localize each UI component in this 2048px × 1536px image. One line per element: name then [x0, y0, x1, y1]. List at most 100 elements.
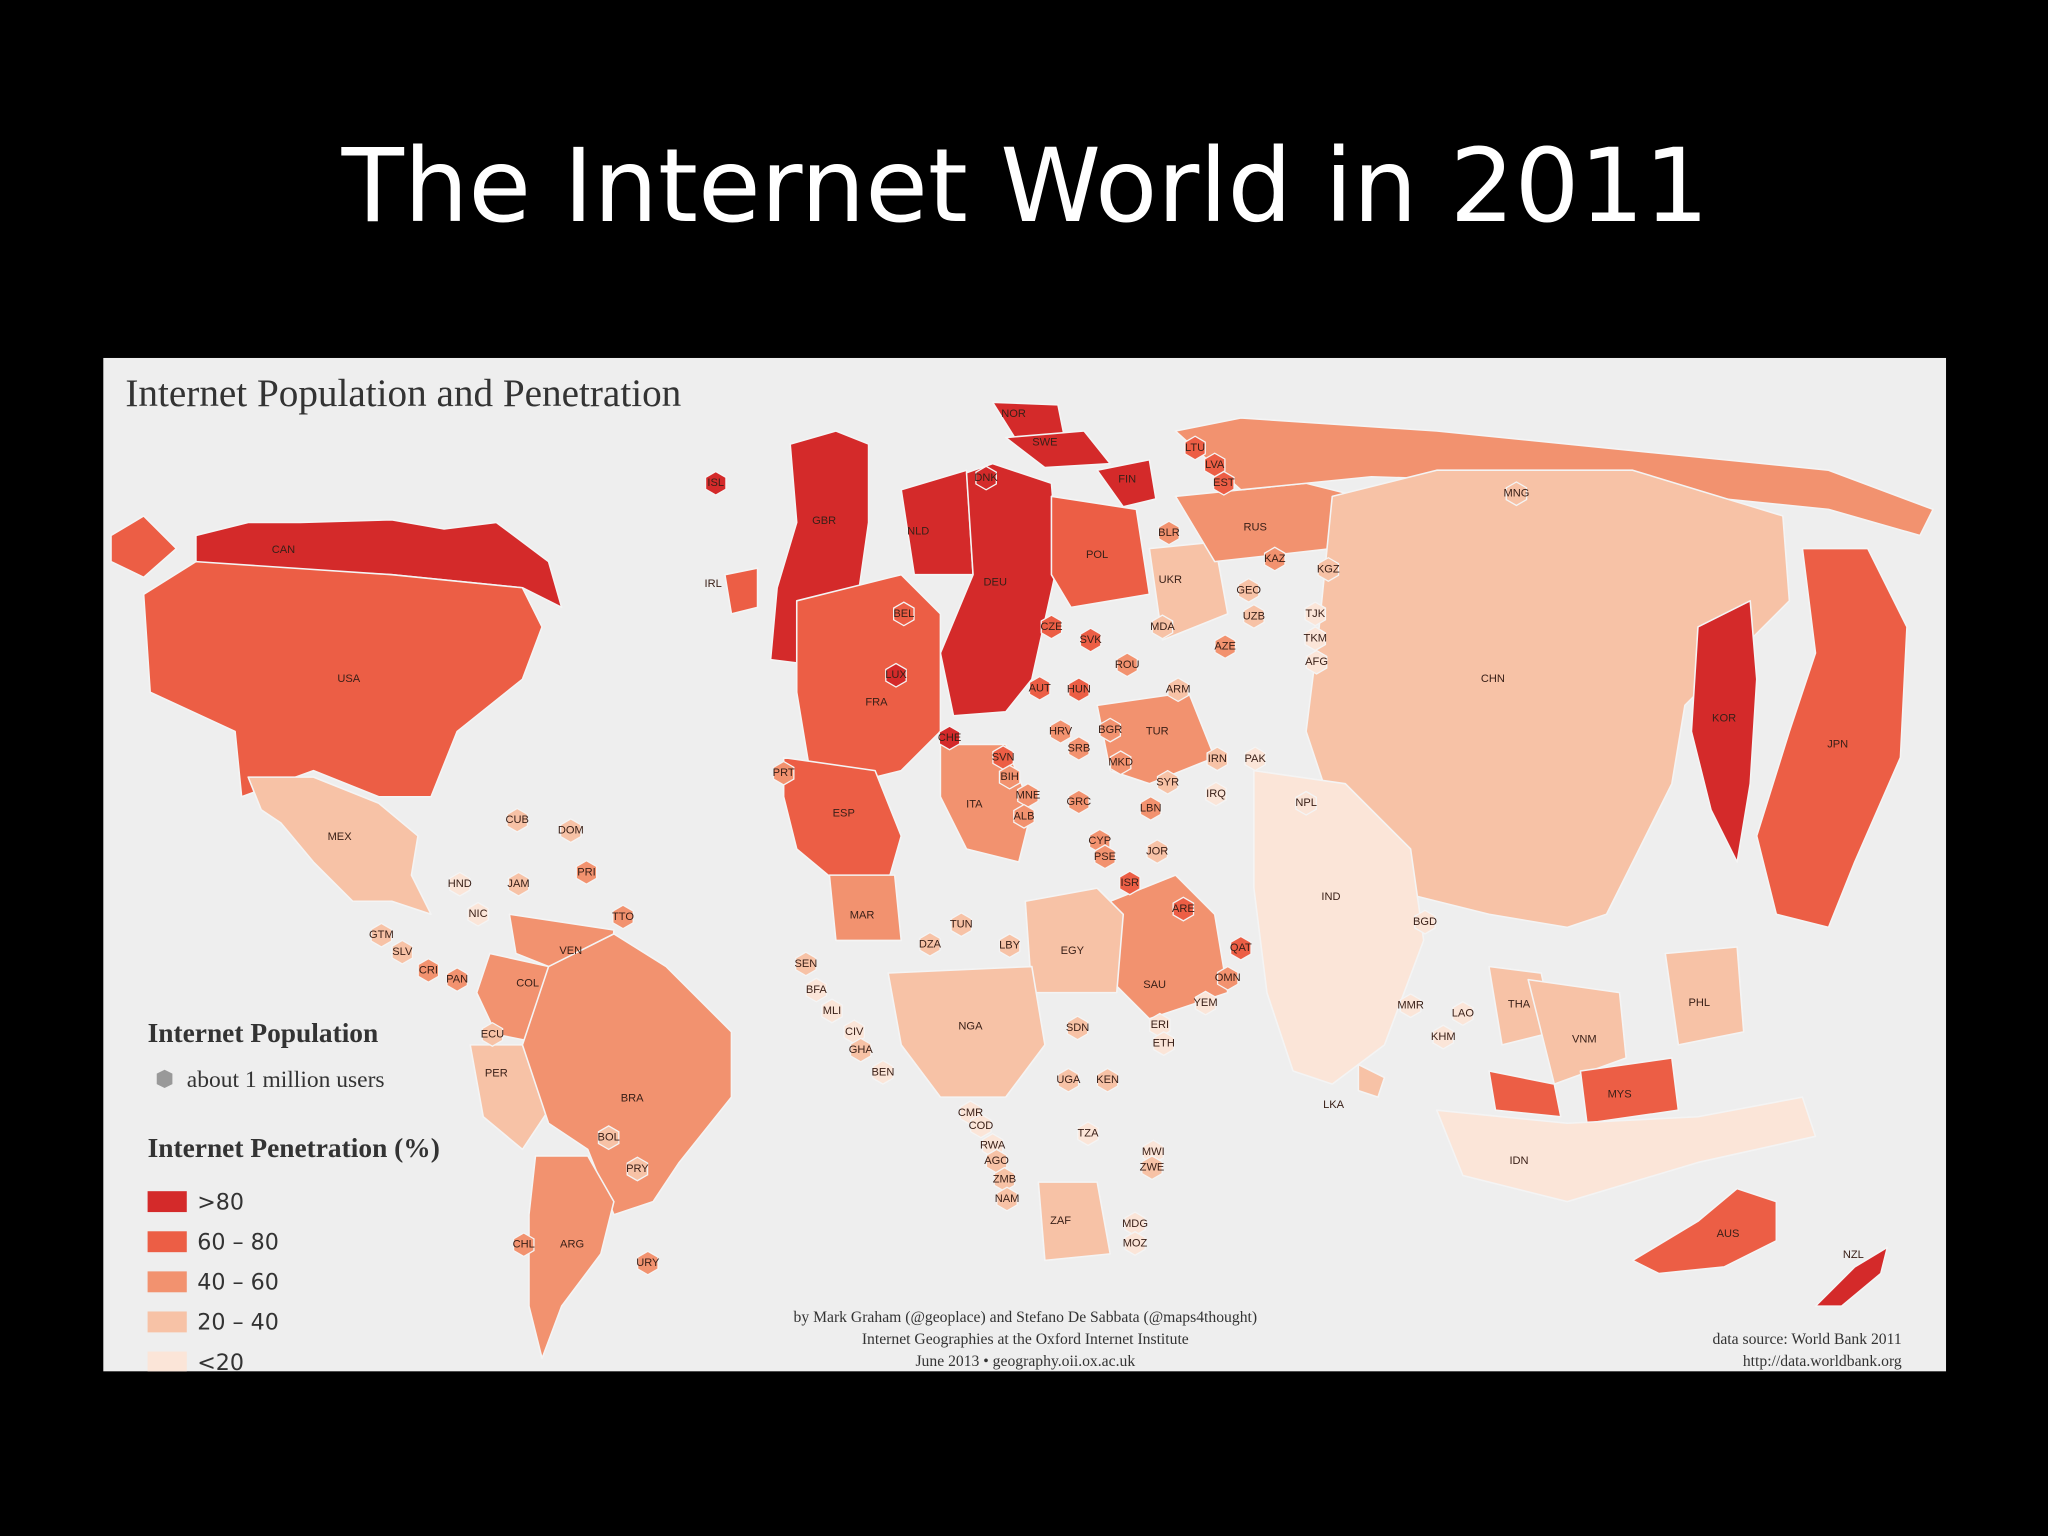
country-label: ZAF: [1050, 1215, 1071, 1227]
legend-title: Internet Penetration (%): [148, 1133, 440, 1163]
country-shape: [1357, 1063, 1386, 1098]
country-label: GTM: [369, 929, 394, 941]
country-shape: [1664, 946, 1745, 1046]
country-label: RWA: [980, 1139, 1006, 1151]
country-label: GBR: [812, 515, 836, 527]
country-shape: [1414, 909, 1436, 935]
country-shape: [506, 807, 529, 833]
country-shape: [1079, 627, 1102, 653]
country-label: URY: [636, 1257, 660, 1269]
slide-title: The Internet World in 2011: [341, 127, 1709, 246]
country-shape: [1118, 870, 1141, 896]
country-label: SRB: [1067, 742, 1090, 754]
country-label: JAM: [507, 878, 529, 890]
country-label: TKM: [1304, 633, 1327, 645]
country-label: IND: [1321, 891, 1340, 903]
country-label: KAZ: [1264, 553, 1286, 565]
country-shape: [467, 901, 489, 927]
country-label: ETH: [1153, 1038, 1175, 1050]
country-label: MMR: [1397, 1000, 1424, 1012]
country-shape: [1037, 1181, 1111, 1262]
map-panel: CAN USA MEX CUB DOM JAM PRI TTO HND NIC GTM SLV CRI P…: [103, 357, 1947, 1372]
country-shape: [1690, 600, 1758, 863]
country-label: PAK: [1244, 753, 1266, 765]
country-shape: [704, 470, 727, 496]
country-label: EST: [1213, 477, 1235, 489]
country-shape: [1057, 1067, 1080, 1093]
country-shape: [1141, 1155, 1163, 1181]
country-label: CRI: [419, 964, 438, 976]
country-shape: [1024, 887, 1125, 994]
country-shape: [391, 939, 414, 965]
country-label: FRA: [865, 697, 888, 709]
legend: >80 60 – 80 40 – 60 20 – 40 <20: [147, 1189, 279, 1372]
country-label: IRN: [1208, 753, 1227, 765]
country-shape: [998, 933, 1021, 959]
country-shape: [849, 1037, 872, 1063]
country-label: VNM: [1572, 1034, 1597, 1046]
source-line: data source: World Bank 2011: [1713, 1331, 1902, 1348]
country-label: ERI: [1151, 1019, 1170, 1031]
country-shape: [919, 931, 941, 957]
country-shape: [1066, 1015, 1089, 1041]
credit-line: Internet Geographies at the Oxford Inter…: [862, 1331, 1189, 1348]
country-label: MOZ: [1123, 1237, 1148, 1249]
country-label: NOR: [1001, 408, 1026, 420]
country-shape: [1167, 677, 1189, 703]
country-shape: [795, 951, 817, 977]
country-label: YEM: [1194, 997, 1218, 1009]
country-shape: [1452, 1001, 1474, 1027]
country-shape: [636, 1250, 659, 1276]
country-shape: [1068, 677, 1090, 703]
country-label: TUR: [1146, 725, 1169, 737]
country-shape: [1432, 1024, 1455, 1050]
country-label: ARG: [560, 1239, 584, 1251]
source-line: http://data.worldbank.org: [1743, 1353, 1902, 1370]
country-shape: [1631, 1187, 1778, 1275]
country-shape: [885, 662, 907, 688]
country-label: LKA: [1323, 1099, 1345, 1111]
country-label: CHL: [513, 1239, 535, 1251]
country-shape: [1216, 965, 1239, 991]
country-shape: [938, 725, 961, 751]
country-shape: [828, 874, 903, 942]
country-label: CHN: [1481, 673, 1505, 685]
country-shape: [724, 567, 759, 615]
country-shape: [1214, 634, 1236, 660]
country-label: CIV: [845, 1026, 864, 1038]
country-shape: [1243, 603, 1265, 629]
country-label: LTU: [1185, 442, 1205, 454]
country-label: BGD: [1413, 916, 1437, 928]
credit-line: June 2013 • geography.oii.ox.ac.uk: [915, 1353, 1135, 1370]
country-label: PRT: [773, 767, 795, 779]
country-label: NPL: [1295, 797, 1317, 809]
country-label: IRQ: [1206, 788, 1226, 800]
country-label: PAN: [446, 974, 468, 986]
country-label: SYR: [1156, 776, 1179, 788]
credits: by Mark Graham (@geoplace) and Stefano D…: [794, 1309, 1258, 1370]
country-label: CUB: [506, 814, 529, 826]
country-label: NGA: [958, 1021, 983, 1033]
country-shape: [1205, 781, 1227, 807]
country-shape: [1194, 990, 1217, 1016]
country-shape: [1028, 675, 1051, 701]
country-label: AZE: [1214, 640, 1236, 652]
country-shape: [1116, 652, 1139, 678]
country-label: BFA: [806, 984, 828, 996]
country-label: NAM: [995, 1193, 1020, 1205]
country-label: MKD: [1108, 757, 1133, 769]
country-label: CZE: [1040, 621, 1062, 633]
country-label: BLR: [1158, 527, 1180, 539]
country-label: LAO: [1452, 1007, 1475, 1019]
country-label: NLD: [907, 526, 929, 538]
country-label: TTO: [612, 911, 634, 923]
country-label: JPN: [1827, 738, 1848, 750]
legend-title: Internet Population: [148, 1018, 379, 1048]
country-label: SWE: [1032, 437, 1057, 449]
country-shape: [110, 515, 178, 579]
country-shape: [446, 967, 468, 993]
country-shape: [1109, 750, 1132, 776]
country-shape: [1527, 978, 1627, 1085]
country-shape: [1146, 839, 1169, 865]
country-shape: [1068, 735, 1090, 761]
